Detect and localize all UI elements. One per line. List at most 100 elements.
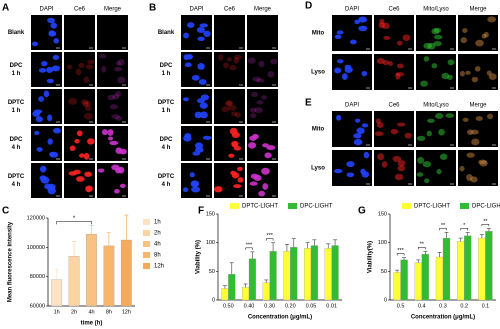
cell	[83, 152, 90, 160]
y-tick-label: 100	[378, 240, 387, 246]
cell	[433, 40, 442, 47]
cell	[346, 172, 355, 178]
x-tick-label: 1h	[54, 309, 60, 315]
cell	[237, 166, 243, 172]
micrograph	[416, 150, 456, 186]
cell	[264, 152, 272, 159]
legend-swatch	[143, 230, 150, 236]
significance: ***	[266, 233, 273, 239]
micrograph	[247, 89, 278, 124]
cell	[358, 16, 367, 23]
cell	[51, 65, 61, 72]
cell	[233, 54, 243, 60]
cell	[111, 114, 120, 119]
y-axis-label: Viability (%)	[196, 240, 202, 274]
significance-bracket	[56, 221, 92, 225]
micrograph	[97, 52, 128, 87]
column-header: Merge	[469, 7, 487, 13]
y-axis-label: Viability(%)	[368, 241, 374, 273]
micrograph	[247, 52, 278, 87]
cell	[234, 112, 241, 118]
cell	[221, 106, 229, 113]
legend-label: 2h	[154, 231, 161, 237]
y-tick-label: 0	[384, 297, 387, 303]
legend-swatch	[402, 203, 411, 209]
cell	[483, 31, 489, 38]
cell	[117, 76, 126, 84]
cell	[424, 178, 430, 184]
cell	[334, 34, 342, 39]
bar	[304, 248, 312, 301]
cell	[346, 161, 355, 168]
cell	[248, 142, 257, 149]
cell	[462, 117, 469, 122]
x-axis-label: Concentration (μg/mL)	[411, 315, 475, 321]
cell	[114, 66, 122, 72]
panel-label: G	[358, 206, 366, 217]
cell	[459, 165, 465, 172]
bar	[290, 247, 298, 301]
row-label: Blank	[8, 30, 25, 36]
cell	[47, 114, 53, 122]
cell	[83, 112, 93, 120]
cell	[194, 111, 203, 119]
bar	[324, 248, 332, 301]
cell	[488, 73, 497, 80]
cell	[112, 93, 120, 100]
cell	[101, 65, 107, 73]
significance-bracket	[418, 247, 426, 250]
cell	[73, 169, 81, 175]
legend-label: 12h	[154, 264, 164, 270]
y-tick-label: 100000	[27, 245, 45, 251]
cell	[427, 118, 435, 123]
cell	[459, 70, 465, 77]
x-tick-label: 4h	[88, 309, 94, 315]
legend-label: DPTC-LIGHT	[414, 204, 450, 210]
cell	[231, 172, 240, 179]
bar	[242, 287, 250, 301]
row-label: DPC	[10, 63, 23, 69]
cell	[423, 42, 432, 49]
cell	[35, 116, 43, 123]
legend-swatch	[143, 219, 150, 225]
cell	[107, 129, 114, 136]
bar	[393, 272, 401, 301]
cell	[183, 97, 189, 102]
cell	[431, 28, 440, 35]
legend-swatch	[230, 203, 239, 209]
cell	[46, 78, 54, 84]
cell	[341, 73, 348, 81]
y-tick-label: 0	[212, 297, 215, 303]
cell	[249, 181, 258, 186]
row-label: 4 h	[12, 145, 21, 151]
cell	[101, 129, 108, 136]
cell	[250, 173, 259, 179]
row-label: 4 h	[162, 182, 171, 188]
cell	[381, 22, 390, 29]
cell	[397, 160, 406, 167]
significance-bracket	[460, 228, 468, 231]
significance-bracket	[266, 238, 274, 241]
bar	[457, 241, 465, 301]
cell	[349, 39, 357, 45]
significance: *	[73, 216, 76, 222]
x-axis-label: Concentration (μg/mL)	[248, 315, 312, 321]
bar	[421, 253, 429, 301]
cell	[74, 138, 80, 144]
cell	[38, 68, 47, 73]
row-label: 1 h	[162, 108, 171, 114]
cell	[447, 59, 455, 66]
cell	[182, 187, 189, 193]
column-header: Merge	[104, 7, 122, 13]
cell	[75, 68, 82, 76]
cell	[434, 113, 444, 119]
cell	[80, 99, 89, 105]
x-tick-label: 0.50	[223, 303, 234, 309]
cell	[41, 61, 48, 67]
bar	[262, 282, 270, 301]
cell	[261, 95, 268, 100]
cell	[109, 104, 118, 110]
y-tick-label: 150	[206, 211, 215, 217]
cell	[337, 59, 344, 64]
cell	[441, 72, 450, 80]
